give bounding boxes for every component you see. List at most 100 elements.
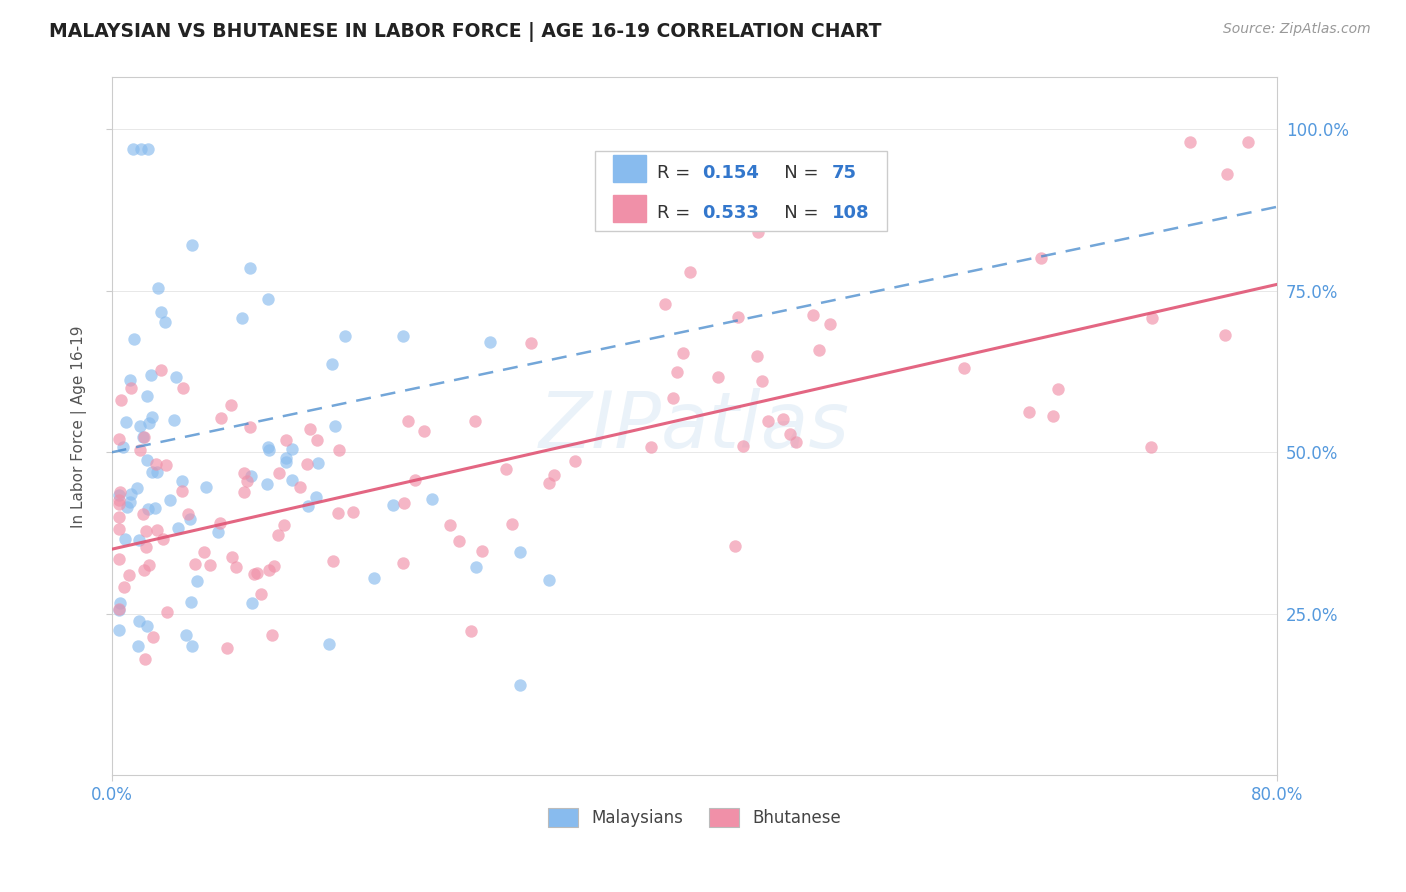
Point: [412, 424, 434, 438]
Point: [501, 516, 523, 531]
Point: [239, 420, 262, 434]
Point: [138, 417, 160, 431]
Point: [439, 518, 461, 533]
Legend: Malaysians, Bhutanese: Malaysians, Bhutanese: [541, 801, 848, 833]
Point: [240, 596, 263, 610]
Point: [122, 142, 145, 156]
Point: [274, 433, 297, 447]
Point: [318, 637, 340, 651]
Text: MALAYSIAN VS BHUTANESE IN LABOR FORCE | AGE 16-19 CORRELATION CHART: MALAYSIAN VS BHUTANESE IN LABOR FORCE | …: [49, 22, 882, 42]
Point: [239, 261, 262, 276]
Point: [392, 556, 415, 570]
Point: [110, 393, 132, 408]
Point: [177, 507, 200, 521]
Point: [1140, 440, 1163, 454]
Point: [295, 457, 318, 471]
Point: [225, 560, 247, 574]
Point: [180, 594, 202, 608]
Point: [179, 512, 201, 526]
Point: [134, 651, 156, 665]
Point: [145, 458, 167, 472]
Point: [363, 572, 385, 586]
Point: [114, 532, 136, 546]
Point: [146, 281, 169, 295]
Point: [108, 551, 131, 566]
Point: [135, 541, 157, 555]
Point: [342, 505, 364, 519]
Point: [120, 381, 142, 395]
Point: [195, 480, 218, 494]
Point: [134, 563, 156, 577]
Point: [114, 415, 136, 429]
Point: [172, 474, 194, 488]
Text: 0.533: 0.533: [703, 204, 759, 222]
Point: [120, 494, 142, 508]
Bar: [613, 155, 645, 182]
Point: [273, 518, 295, 533]
Point: [163, 413, 186, 427]
Point: [231, 310, 253, 325]
Point: [953, 361, 976, 376]
Point: [276, 450, 298, 465]
Point: [108, 432, 131, 446]
Point: [460, 624, 482, 639]
Point: [304, 490, 326, 504]
Point: [153, 315, 176, 329]
Point: [108, 509, 131, 524]
Point: [420, 491, 443, 506]
Point: [108, 601, 131, 615]
Point: [143, 501, 166, 516]
Text: R =: R =: [657, 204, 696, 222]
Point: [538, 476, 561, 491]
Point: [333, 329, 356, 343]
Point: [141, 410, 163, 425]
Point: [125, 481, 148, 495]
Text: ZIP​atlas: ZIP​atlas: [538, 388, 851, 465]
Point: [181, 639, 204, 653]
FancyBboxPatch shape: [595, 151, 887, 231]
Text: N =: N =: [766, 204, 824, 222]
Point: [152, 532, 174, 546]
Point: [288, 480, 311, 494]
Point: [136, 619, 159, 633]
Point: [118, 373, 141, 387]
Bar: [613, 195, 645, 222]
Point: [281, 473, 304, 487]
Point: [509, 678, 531, 692]
Point: [146, 523, 169, 537]
Point: [207, 524, 229, 539]
Point: [392, 496, 415, 510]
Point: [132, 507, 155, 521]
Point: [396, 414, 419, 428]
Point: [785, 435, 807, 450]
Point: [233, 466, 256, 480]
Point: [108, 497, 131, 511]
Point: [166, 521, 188, 535]
Point: [209, 410, 232, 425]
Point: [464, 559, 486, 574]
Point: [128, 533, 150, 547]
Point: [392, 328, 415, 343]
Point: [807, 343, 830, 357]
Point: [249, 587, 271, 601]
Point: [150, 305, 173, 319]
Point: [108, 485, 131, 500]
Point: [134, 429, 156, 443]
Point: [662, 391, 685, 405]
Point: [1213, 328, 1236, 343]
Point: [1042, 409, 1064, 424]
Point: [263, 558, 285, 573]
Point: [219, 398, 242, 412]
Point: [180, 238, 202, 252]
Point: [136, 142, 159, 156]
Point: [464, 414, 486, 428]
Point: [756, 414, 779, 428]
Point: [640, 440, 662, 454]
Point: [328, 443, 350, 458]
Point: [321, 357, 343, 371]
Point: [183, 558, 205, 572]
Point: [1018, 405, 1040, 419]
Point: [235, 474, 257, 488]
Point: [1047, 382, 1070, 396]
Point: [564, 453, 586, 467]
